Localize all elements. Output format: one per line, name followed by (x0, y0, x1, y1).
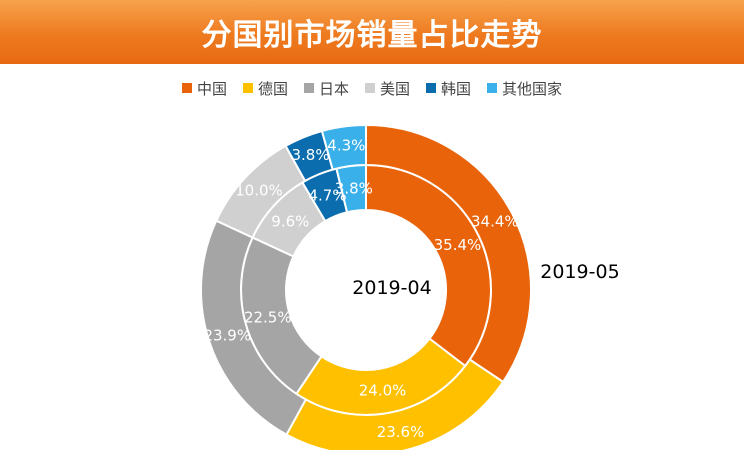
label-outer-usa: 10.0% (235, 182, 283, 200)
legend-item-japan: 日本 (303, 78, 349, 99)
donut-slice-labels: 35.4%24.0%22.5%9.6%4.7%3.8%34.4%23.6%23.… (203, 136, 518, 441)
legend-item-other: 其他国家 (487, 78, 562, 99)
legend-swatch-japan (303, 83, 314, 93)
label-outer-china: 34.4% (471, 212, 519, 230)
label-inner-usa: 9.6% (271, 213, 309, 231)
legend: 中国 德国 日本 美国 韩国 其他国家 (0, 76, 744, 100)
label-outer-korea: 3.8% (291, 146, 329, 164)
outer-ring-series-label: 2019-05 (540, 261, 619, 283)
donut-slices (200, 123, 532, 450)
legend-label-usa: 美国 (380, 79, 411, 98)
label-inner-korea: 4.7% (309, 187, 347, 205)
legend-label-china: 中国 (196, 79, 227, 98)
legend-swatch-usa (365, 83, 375, 93)
inner-ring-series-label: 2019-04 (352, 277, 431, 299)
label-inner-japan: 22.5% (244, 309, 292, 327)
legend-item-usa: 美国 (365, 78, 410, 99)
label-inner-germany: 24.0% (359, 382, 407, 400)
slice-outer-other (320, 123, 367, 171)
legend-swatch-china (181, 83, 192, 93)
label-inner-china: 35.4% (434, 236, 482, 254)
label-inner-other: 3.8% (335, 180, 373, 198)
legend-item-korea: 韩国 (426, 78, 471, 99)
legend-swatch-germany (242, 83, 253, 93)
legend-label-other: 其他国家 (502, 79, 563, 98)
chart-title: 分国别市场销量占比走势 (201, 18, 543, 53)
legend-swatch-korea (426, 83, 437, 93)
label-outer-other: 4.3% (327, 136, 365, 154)
legend-label-germany: 德国 (257, 79, 288, 98)
legend-item-germany: 德国 (242, 78, 288, 99)
label-outer-germany: 23.6% (377, 423, 425, 441)
label-outer-japan: 23.9% (203, 327, 251, 345)
slice-outer-china (365, 123, 532, 384)
legend-label-korea: 韩国 (441, 79, 472, 98)
legend-swatch-other (487, 83, 498, 93)
legend-item-china: 中国 (181, 78, 227, 99)
title-bar: 分国别市场销量占比走势 (0, 0, 744, 64)
legend-label-japan: 日本 (318, 79, 349, 98)
